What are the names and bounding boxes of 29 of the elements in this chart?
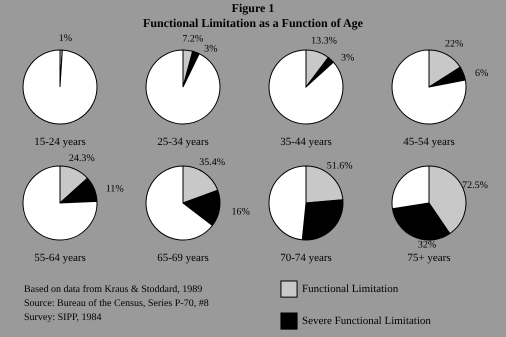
text: 65-69 years [157,252,209,264]
text: 72.5% [462,180,488,192]
text: 35-44 years [280,136,332,148]
text: 1% [58,33,72,44]
legend-label: Severe Functional Limitation [302,315,432,327]
text: 7.2% [182,33,204,44]
source-note: Source: Bureau of the Census, Series P-70, #8 [24,297,209,311]
text: 11% [106,184,124,195]
text: Figure 1 [230,1,276,16]
text: 16% [232,206,250,218]
text: 3% [341,52,354,64]
text: Survey: SIPP, 1984 [24,311,103,325]
text: 35.4% [199,156,226,168]
text: 13.3% [311,35,337,46]
legend-label: Functional Limitation [302,283,399,295]
text: Based on data from Kraus & Stoddard, 1989 [24,283,204,297]
text: 51.6% [326,160,353,172]
text: 32% [418,239,436,250]
text: 25-34 years [157,136,209,148]
text: 22% [445,38,464,50]
text: 75+ years [407,252,451,264]
text: Functional Limitation as a Function of Age [142,16,364,31]
text: 70-74 years [280,252,332,264]
text: 24.3% [68,152,95,164]
text: 3% [204,44,218,55]
text: 15-24 years [34,136,86,148]
text: 45-54 years [403,136,455,148]
text: 55-64 years [34,252,86,264]
text: 6% [474,68,488,80]
